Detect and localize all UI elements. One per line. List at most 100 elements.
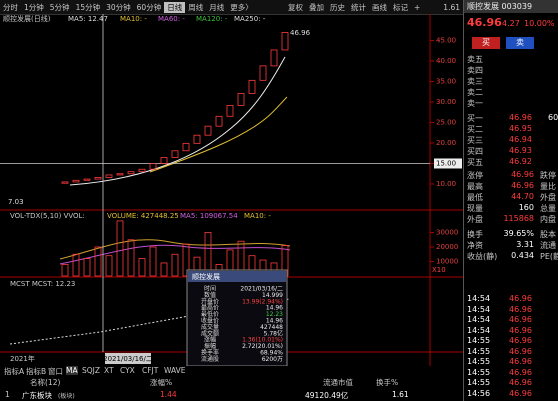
candle <box>226 105 234 117</box>
stat-value: 44.70 <box>511 192 534 201</box>
date-label: 2021年 <box>10 354 35 363</box>
volume-bar <box>72 253 80 277</box>
indicator-tab[interactable]: MA <box>66 366 78 375</box>
tooltip-value: 14.96 <box>266 305 283 312</box>
bid-price: 46.93 <box>509 146 532 155</box>
bid-volume: 60 <box>548 113 558 122</box>
candle <box>138 168 146 173</box>
indicator-tab[interactable]: WAVE <box>164 366 186 375</box>
mcst-legend: MCST MCST: 12.23 <box>10 280 75 288</box>
trade-price: 46.96 <box>509 294 532 303</box>
trade-time: 14:55 <box>467 378 491 387</box>
tooltip-value: 1.36(10.01%) <box>242 337 283 344</box>
tooltip-value: 68.94% <box>260 350 283 357</box>
y-tick-label: 25.00 <box>436 118 456 126</box>
tooltip-value: 14.999 <box>262 292 283 299</box>
vol-ma-line <box>59 239 291 260</box>
indicator-tab[interactable]: SQJZ <box>82 366 101 375</box>
y-tick-label: 30.00 <box>436 98 456 106</box>
sell-button[interactable]: 卖 <box>506 37 534 49</box>
volume-legend: VOLUME: 427448.25 <box>107 212 179 220</box>
trade-time: 14:54 <box>467 304 491 314</box>
period-tab[interactable]: 月线 <box>209 2 225 12</box>
candle <box>248 79 256 94</box>
stat-label: 最高 <box>467 182 483 191</box>
trade-time: 14:55 <box>467 336 491 345</box>
buy-button[interactable]: 买 <box>472 37 500 49</box>
ma-line <box>69 56 286 186</box>
ma-legend: MA60: - <box>158 15 185 23</box>
trade-price: 46.96 <box>509 388 532 398</box>
period-tab[interactable]: 分时 <box>3 2 18 12</box>
chart-title: 顺控发展(日线) <box>3 14 51 23</box>
trade-price: 46.96 <box>509 357 532 366</box>
trade-time: 14:56 <box>467 388 491 398</box>
ma-line <box>149 96 288 173</box>
y-tick-label: 10.00 <box>436 180 456 188</box>
indicator-tab[interactable]: CFJT <box>142 366 159 375</box>
tooltip-value: 13.99(2.94%) <box>242 298 283 305</box>
y-tick-label: 45.00 <box>436 36 456 44</box>
indicator-tab[interactable]: 指标B <box>26 367 47 376</box>
candle <box>94 177 102 180</box>
price-change: 4.27 <box>502 19 520 28</box>
tool-button[interactable]: 统计 <box>351 2 366 12</box>
tool-button[interactable]: + <box>414 2 421 12</box>
stat-label: 现量 <box>467 204 483 213</box>
tooltip-value: 2.72(20.01%) <box>242 343 283 350</box>
bottom-list: 指标A 指标B 窗口 MA SQJZ XT CYX CFJT WAVE 名称(12) 涨幅% 流通市值… <box>0 366 463 401</box>
tooltip-label: 成交量 <box>201 323 219 331</box>
ma-legend: MA5: 12.47 <box>68 15 108 23</box>
tool-button[interactable]: 标记 <box>393 2 408 12</box>
candle <box>281 32 289 51</box>
tooltip-label: 开盘价 <box>201 297 219 305</box>
stat-value: 3.31 <box>516 240 534 249</box>
tooltip-label: 成交额 <box>201 329 219 337</box>
tool-button[interactable]: 叠加 <box>309 2 324 12</box>
mcst-line <box>9 298 291 345</box>
bid-label: 买四 <box>467 147 483 156</box>
y-tick-label: 30000 <box>436 229 458 237</box>
ask-label: 卖五 <box>467 55 483 64</box>
list-cell: 1.61 <box>392 390 409 399</box>
period-tab[interactable]: 5分钟 <box>49 2 70 12</box>
tool-button[interactable]: 复权 <box>288 2 303 12</box>
stat-value: 115868 <box>503 214 534 223</box>
volume-bar <box>127 239 135 277</box>
period-tab[interactable]: 更多〉 <box>230 2 253 12</box>
stat-label: PE(静 <box>540 252 558 261</box>
toolbar-value[interactable]: 1.61 <box>443 2 460 12</box>
indicator-tab[interactable]: CYX <box>120 366 135 375</box>
indicator-tab[interactable]: XT <box>104 366 114 375</box>
list-cell: 1 <box>5 390 10 399</box>
ma-legend: MA250: - <box>234 15 266 23</box>
tool-button[interactable]: 历史 <box>330 2 345 12</box>
date-label: 2021/03/16/二 <box>103 355 153 363</box>
high-label: 46.96 <box>290 29 311 37</box>
period-tab[interactable]: 1分钟 <box>24 2 44 12</box>
period-tab[interactable]: 30分钟 <box>106 2 131 12</box>
bid-label: 买一 <box>467 114 483 123</box>
stat-label: 净资 <box>467 241 483 250</box>
period-tab[interactable]: 周线 <box>188 2 204 12</box>
indicator-tab[interactable]: 窗口 <box>48 367 63 376</box>
indicator-tab[interactable]: 指标A <box>4 367 25 376</box>
candle <box>127 171 135 175</box>
y-tick-label: 15.00 <box>436 159 456 167</box>
bid-label: 买三 <box>467 136 483 145</box>
period-tab[interactable]: 60分钟 <box>136 2 162 12</box>
bid-price: 46.94 <box>509 135 532 144</box>
period-tab[interactable]: 15分钟 <box>75 2 101 12</box>
toolbar: 分时 1分钟 5分钟 15分钟 30分钟 60分钟 日线 周线 月线 更多〉 复权 叠加 历史 统计 画线标… <box>0 0 463 15</box>
stock-name: 顺控发展 003039 <box>464 0 558 13</box>
period-tab[interactable]: 日线 <box>164 1 186 13</box>
tooltip-box <box>186 269 288 366</box>
trade-price: 46.96 <box>509 336 532 345</box>
stat-label: 收益(静) <box>467 252 498 261</box>
tool-button[interactable]: 画线 <box>372 2 387 12</box>
volume-bar <box>61 263 69 277</box>
y-tick-label: 20.00 <box>436 139 456 147</box>
list-header: 流通市值 <box>323 378 353 387</box>
date-box <box>105 353 151 364</box>
vol-ma-line <box>59 244 291 265</box>
